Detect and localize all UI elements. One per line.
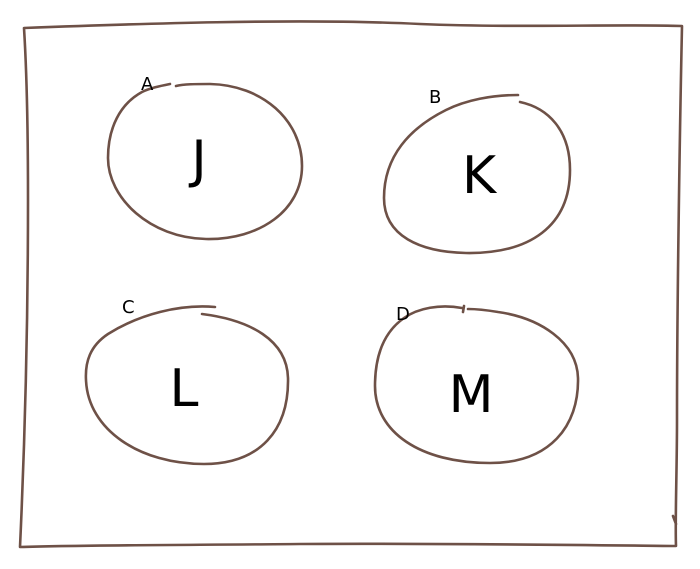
circle-c-letter: L [170, 359, 199, 419]
circle-b-outline [382, 93, 572, 255]
circle-group-d: D M [373, 304, 580, 465]
outer-frame [18, 20, 684, 549]
circle-group-c: C L [84, 297, 290, 466]
circle-b-letter: K [462, 146, 498, 206]
circle-a-letter: J [188, 130, 206, 190]
circle-b-tag: B [429, 87, 441, 108]
frame-corner-tick [671, 514, 678, 526]
circle-c-tag: C [122, 297, 135, 318]
circle-d-outline [373, 305, 580, 465]
circle-d-tag: D [396, 304, 410, 325]
circle-d-letter: M [449, 365, 494, 425]
circle-c-outline [84, 305, 290, 466]
circle-a-outline [106, 82, 304, 241]
circle-group-a: A J [106, 74, 304, 241]
circle-a-tag: A [141, 74, 154, 95]
circle-group-b: B K [382, 87, 572, 255]
circle-d-gap-tick [461, 304, 466, 314]
